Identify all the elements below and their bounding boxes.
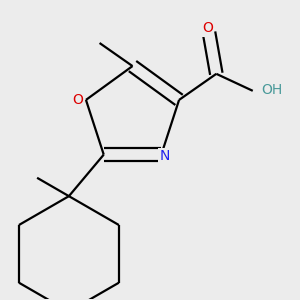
Text: OH: OH [262, 83, 283, 97]
Text: O: O [72, 93, 83, 107]
Text: O: O [202, 21, 213, 35]
Text: N: N [160, 149, 170, 164]
